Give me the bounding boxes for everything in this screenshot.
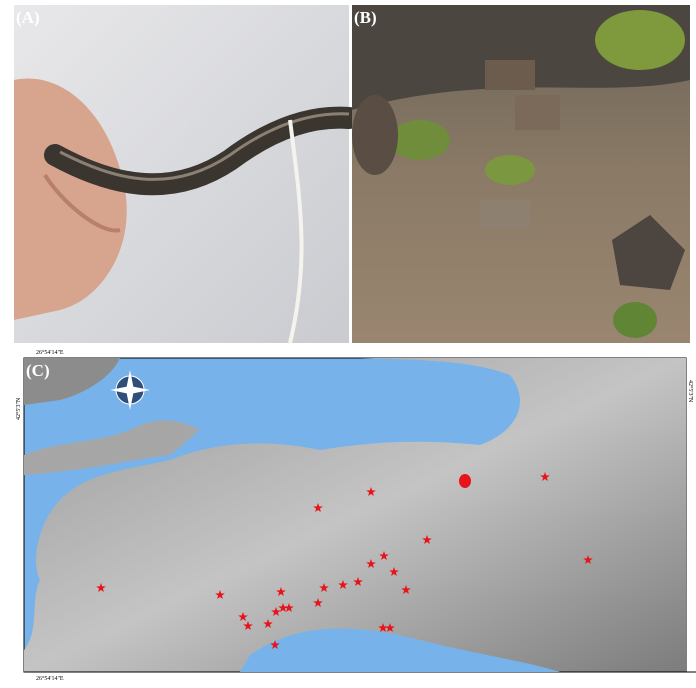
panel-label: (B)	[354, 8, 377, 27]
figure: (A) (B)	[0, 0, 696, 683]
coordinate-label: 42°5'3"N	[15, 397, 22, 420]
panel-label: (C)	[26, 361, 50, 380]
photo-a: (A)	[14, 5, 349, 343]
coordinate-label: 42°5'3"N	[687, 380, 694, 403]
type-locality	[459, 474, 471, 488]
map: (C) 26°54'14"E 26°54'14"E 42°5'3"N 42°5'…	[14, 347, 696, 683]
coordinate-label: 26°54'14"E	[36, 349, 64, 356]
coordinate-label: 26°54'14"E	[36, 675, 64, 682]
panel-label: (A)	[16, 8, 40, 27]
photo-b: (B)	[352, 5, 690, 343]
